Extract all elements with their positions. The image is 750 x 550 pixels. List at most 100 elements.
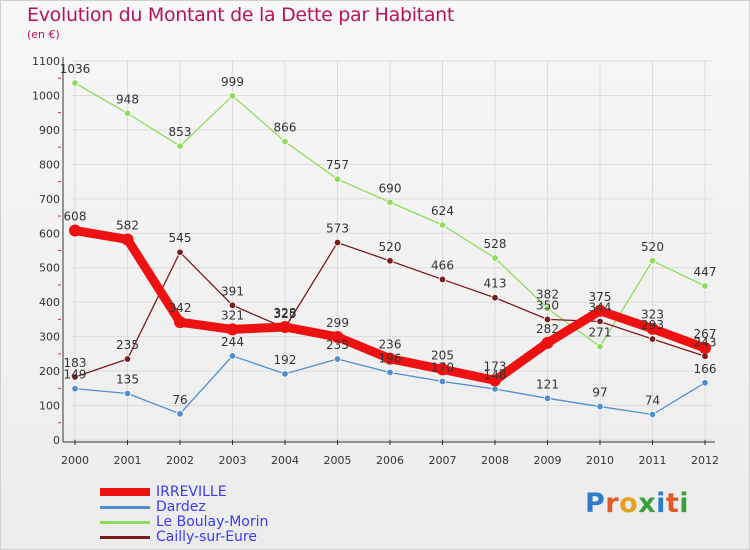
x-tick-label-2005: 2005 bbox=[324, 454, 352, 467]
point-dardez-2009 bbox=[543, 394, 552, 403]
data-label-irreville-2003: 321 bbox=[221, 308, 244, 322]
data-label-le-boulay-morin-2012: 447 bbox=[694, 265, 717, 279]
point-cailly-sur-eure-2010 bbox=[596, 317, 604, 326]
point-irreville-2006 bbox=[384, 352, 396, 365]
point-irreville-2008 bbox=[489, 374, 501, 387]
data-label-dardez-2003: 244 bbox=[221, 335, 244, 349]
point-cailly-sur-eure-2000 bbox=[71, 373, 79, 381]
data-label-dardez-2006: 196 bbox=[379, 351, 402, 365]
x-tick-label-2007: 2007 bbox=[429, 454, 457, 467]
series-lines bbox=[69, 79, 711, 419]
data-label-dardez-2007: 170 bbox=[431, 360, 454, 374]
y-tick-label-500: 500 bbox=[39, 262, 60, 275]
point-le-boulay-morin-2003 bbox=[228, 92, 237, 100]
point-irreville-2005 bbox=[331, 330, 344, 343]
x-tick-label-2002: 2002 bbox=[166, 454, 194, 467]
data-label-le-boulay-morin-2003: 999 bbox=[221, 75, 244, 89]
data-label-le-boulay-morin-2006: 690 bbox=[379, 181, 402, 195]
point-irreville-2010 bbox=[594, 304, 606, 317]
point-cailly-sur-eure-2006 bbox=[386, 257, 394, 265]
data-label-cailly-sur-eure-2004: 325 bbox=[274, 307, 297, 321]
y-tick-label-900: 900 bbox=[39, 124, 60, 137]
x-tick-label-2009: 2009 bbox=[534, 454, 562, 467]
point-irreville-2001 bbox=[121, 233, 134, 246]
data-label-cailly-sur-eure-2002: 545 bbox=[169, 231, 192, 245]
point-dardez-2006 bbox=[386, 368, 394, 377]
data-label-irreville-2008: 173 bbox=[484, 359, 507, 373]
point-le-boulay-morin-2004 bbox=[281, 137, 289, 146]
x-tick-label-2011: 2011 bbox=[639, 454, 667, 467]
point-irreville-2000 bbox=[69, 224, 81, 237]
legend-item-cailly-sur-eure: Cailly-sur-Eure bbox=[100, 529, 360, 545]
data-label-cailly-sur-eure-2011: 293 bbox=[641, 318, 664, 332]
legend-swatch-dardez bbox=[100, 506, 150, 509]
y-tick-label-100: 100 bbox=[39, 400, 60, 413]
x-tick-label-2012: 2012 bbox=[691, 454, 719, 467]
data-label-dardez-2004: 192 bbox=[274, 353, 297, 367]
point-le-boulay-morin-2007 bbox=[438, 221, 447, 229]
data-label-cailly-sur-eure-2001: 235 bbox=[116, 338, 139, 352]
logo-letter: r bbox=[605, 488, 620, 519]
data-label-le-boulay-morin-2009: 382 bbox=[536, 287, 559, 301]
data-label-dardez-2012: 166 bbox=[694, 362, 717, 376]
logo-letter: x bbox=[638, 488, 657, 519]
logo-letter: i bbox=[656, 488, 666, 519]
x-tick-label-2008: 2008 bbox=[481, 454, 509, 467]
data-label-dardez-2008: 148 bbox=[484, 368, 507, 382]
legend-swatch-cailly-sur-eure bbox=[100, 536, 150, 539]
point-irreville-2007 bbox=[436, 363, 449, 376]
legend: IRREVILLE Dardez Le Boulay-Morin Cailly-… bbox=[100, 484, 360, 545]
logo-letter: o bbox=[619, 488, 639, 519]
point-irreville-2009 bbox=[541, 336, 554, 349]
data-label-cailly-sur-eure-2006: 520 bbox=[379, 240, 402, 254]
point-cailly-sur-eure-2008 bbox=[491, 294, 499, 302]
point-cailly-sur-eure-2002 bbox=[176, 248, 184, 256]
point-irreville-2003 bbox=[226, 323, 239, 336]
y-tick-label-700: 700 bbox=[39, 193, 60, 206]
data-label-le-boulay-morin-2008: 528 bbox=[484, 237, 507, 251]
point-cailly-sur-eure-2009 bbox=[543, 315, 552, 324]
point-cailly-sur-eure-2001 bbox=[123, 355, 132, 363]
logo-letter: P bbox=[585, 488, 606, 519]
point-dardez-2011 bbox=[648, 410, 657, 419]
axes: 0 100 200 300 400 500 600 700 800 900 1000 1100 2000… bbox=[32, 55, 719, 467]
data-label-irreville-2005: 299 bbox=[326, 316, 349, 330]
data-label-le-boulay-morin-2002: 853 bbox=[169, 125, 192, 139]
point-irreville-2002 bbox=[174, 316, 186, 329]
point-le-boulay-morin-2005 bbox=[333, 175, 342, 183]
point-le-boulay-morin-2002 bbox=[176, 142, 184, 150]
data-label-irreville-2010: 375 bbox=[589, 290, 612, 304]
proxiti-logo: Proxiti bbox=[585, 488, 689, 519]
data-label-irreville-2007: 205 bbox=[431, 348, 454, 362]
data-label-irreville-2011: 323 bbox=[641, 308, 664, 322]
x-tick-label-2010: 2010 bbox=[586, 454, 614, 467]
point-cailly-sur-eure-2007 bbox=[438, 275, 447, 284]
point-dardez-2005 bbox=[333, 355, 342, 363]
y-tick-label-600: 600 bbox=[39, 227, 60, 240]
data-label-cailly-sur-eure-2008: 413 bbox=[484, 277, 507, 291]
legend-item-dardez: Dardez bbox=[100, 499, 360, 515]
data-label-irreville-2009: 282 bbox=[536, 322, 559, 336]
y-tick-label-200: 200 bbox=[39, 365, 60, 378]
point-dardez-2003 bbox=[228, 352, 237, 360]
data-label-irreville-2002: 342 bbox=[169, 301, 192, 315]
point-le-boulay-morin-2006 bbox=[386, 198, 394, 206]
y-tick-label-400: 400 bbox=[39, 296, 60, 309]
data-label-dardez-2005: 235 bbox=[326, 338, 349, 352]
legend-label-irreville: IRREVILLE bbox=[156, 484, 227, 500]
logo-letter: t bbox=[665, 488, 680, 519]
data-label-irreville-2012: 267 bbox=[694, 327, 717, 341]
point-dardez-2007 bbox=[438, 377, 447, 386]
y-tick-label-1100: 1100 bbox=[32, 55, 60, 68]
point-dardez-2008 bbox=[491, 385, 499, 393]
data-label-cailly-sur-eure-2005: 573 bbox=[326, 222, 349, 236]
data-label-irreville-2000: 608 bbox=[64, 210, 87, 224]
point-irreville-2004 bbox=[279, 320, 291, 333]
point-cailly-sur-eure-2011 bbox=[648, 335, 657, 343]
point-cailly-sur-eure-2003 bbox=[228, 301, 237, 309]
x-tick-label-2001: 2001 bbox=[114, 454, 142, 467]
point-dardez-2012 bbox=[701, 379, 709, 387]
data-label-le-boulay-morin-2010: 271 bbox=[589, 326, 612, 340]
data-label-cailly-sur-eure-2009: 350 bbox=[536, 298, 559, 312]
